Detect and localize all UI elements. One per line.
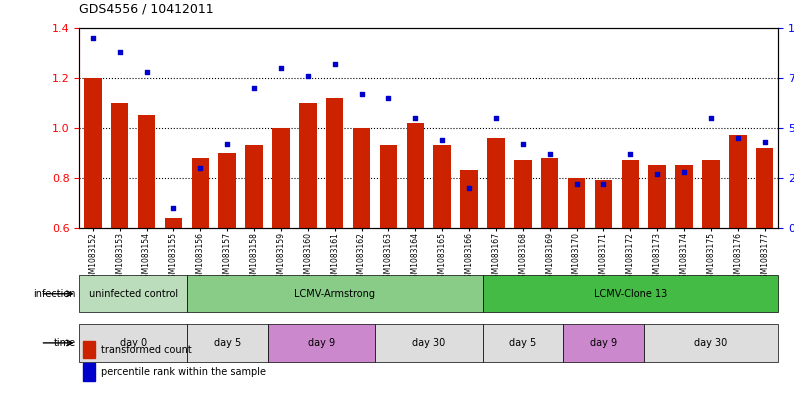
Point: [194, 165, 206, 171]
Text: day 30: day 30: [412, 338, 445, 348]
Bar: [375, 324, 483, 362]
Bar: [380, 145, 397, 228]
Bar: [756, 148, 773, 228]
Bar: [299, 103, 317, 228]
Text: time: time: [53, 338, 75, 348]
Point: [114, 48, 126, 55]
Bar: [245, 145, 263, 228]
Text: day 5: day 5: [214, 338, 241, 348]
Bar: [353, 128, 370, 228]
Point: [651, 171, 664, 177]
Bar: [326, 97, 344, 228]
Bar: [84, 78, 102, 228]
Point: [275, 64, 287, 71]
Point: [516, 141, 529, 147]
Bar: [79, 275, 187, 312]
Bar: [541, 158, 558, 228]
Point: [490, 114, 503, 121]
Text: transformed count: transformed count: [101, 345, 192, 355]
Point: [329, 61, 341, 67]
Point: [624, 151, 637, 157]
Point: [463, 185, 476, 191]
Bar: [191, 158, 209, 228]
Bar: [483, 275, 778, 312]
Bar: [272, 128, 290, 228]
Text: day 5: day 5: [509, 338, 537, 348]
Point: [141, 68, 153, 75]
Text: LCMV-Clone 13: LCMV-Clone 13: [594, 289, 667, 299]
Bar: [568, 178, 585, 228]
Text: GDS4556 / 10412011: GDS4556 / 10412011: [79, 3, 214, 16]
Text: day 0: day 0: [120, 338, 147, 348]
Bar: [164, 218, 182, 228]
Bar: [649, 165, 666, 228]
Bar: [83, 340, 95, 358]
Point: [731, 134, 744, 141]
Point: [221, 141, 233, 147]
Bar: [729, 135, 746, 228]
Point: [167, 205, 179, 211]
Bar: [514, 160, 531, 228]
Point: [302, 72, 314, 79]
Point: [355, 90, 368, 97]
Bar: [187, 275, 483, 312]
Bar: [702, 160, 719, 228]
Bar: [268, 324, 375, 362]
Text: day 30: day 30: [694, 338, 727, 348]
Bar: [187, 324, 268, 362]
Bar: [407, 123, 424, 228]
Bar: [676, 165, 693, 228]
Bar: [644, 324, 778, 362]
Point: [409, 114, 422, 121]
Text: day 9: day 9: [590, 338, 617, 348]
Point: [87, 35, 99, 41]
Bar: [218, 153, 236, 228]
Bar: [595, 180, 612, 228]
Text: infection: infection: [33, 289, 75, 299]
Point: [248, 84, 260, 91]
Bar: [111, 103, 129, 228]
Bar: [79, 324, 187, 362]
Text: percentile rank within the sample: percentile rank within the sample: [101, 367, 266, 377]
Point: [678, 169, 691, 175]
Point: [382, 94, 395, 101]
Bar: [83, 363, 95, 381]
Point: [436, 137, 449, 143]
Bar: [488, 138, 505, 228]
Point: [704, 114, 717, 121]
Bar: [138, 115, 156, 228]
Bar: [483, 324, 563, 362]
Point: [758, 139, 771, 145]
Text: uninfected control: uninfected control: [89, 289, 178, 299]
Point: [570, 181, 583, 187]
Text: LCMV-Armstrong: LCMV-Armstrong: [295, 289, 376, 299]
Text: day 9: day 9: [308, 338, 335, 348]
Point: [543, 151, 556, 157]
Bar: [622, 160, 639, 228]
Bar: [563, 324, 644, 362]
Bar: [461, 170, 478, 228]
Bar: [434, 145, 451, 228]
Point: [597, 181, 610, 187]
